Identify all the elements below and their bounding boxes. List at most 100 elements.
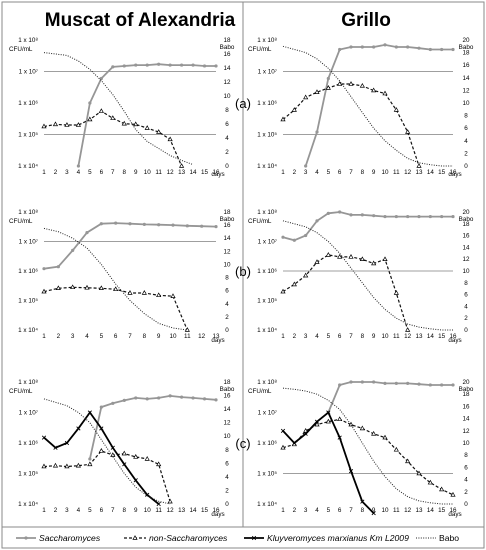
- x-tick-label: 12: [404, 169, 412, 176]
- left-tick-label: 1 x 10⁸: [257, 209, 277, 216]
- data-point: [326, 410, 331, 415]
- data-point: [304, 164, 308, 168]
- data-point: [75, 122, 81, 127]
- left-tick-label: 1 x 10⁶: [18, 440, 38, 447]
- data-point: [406, 381, 410, 385]
- data-point: [170, 293, 176, 298]
- x-tick-label: 6: [338, 507, 342, 514]
- data-point: [121, 450, 127, 456]
- x-tick-label: 8: [361, 333, 365, 340]
- right-tick-label: 0: [464, 501, 468, 508]
- data-point: [291, 107, 297, 112]
- data-point: [145, 397, 149, 401]
- panel-letter: (b): [235, 264, 251, 279]
- data-point: [99, 222, 103, 226]
- data-point: [191, 63, 195, 67]
- data-point: [55, 285, 61, 291]
- series-line: [282, 211, 453, 242]
- data-point: [111, 65, 115, 69]
- x-tick-label: 15: [438, 169, 446, 176]
- left-axis-unit: CFU/mL: [248, 46, 272, 53]
- data-point: [405, 129, 411, 134]
- data-point: [440, 383, 444, 387]
- data-point: [64, 463, 70, 469]
- x-tick-label: 2: [57, 333, 61, 340]
- data-point: [113, 286, 119, 292]
- data-point: [406, 45, 410, 49]
- x-tick-label: 12: [404, 507, 412, 514]
- right-tick-label: 4: [225, 301, 229, 308]
- data-point: [372, 45, 376, 49]
- right-tick-label: 16: [223, 393, 231, 400]
- data-point: [337, 81, 343, 86]
- x-tick-label: 12: [167, 169, 175, 176]
- data-point: [291, 281, 297, 287]
- right-tick-label: 18: [223, 379, 231, 386]
- data-point: [111, 401, 115, 405]
- right-axis-unit: Babo: [220, 386, 235, 393]
- data-point: [200, 224, 204, 228]
- data-point: [348, 468, 354, 474]
- data-point: [337, 254, 343, 259]
- left-tick-label: 1 x 10⁷: [19, 239, 39, 246]
- data-point: [417, 382, 421, 386]
- series-line: [43, 227, 188, 331]
- legend-item-saccharomyces: Saccharomyces: [16, 533, 101, 543]
- x-tick-label: 4: [85, 333, 89, 340]
- data-point: [325, 85, 331, 90]
- data-point: [451, 47, 455, 52]
- data-point: [85, 231, 89, 235]
- data-point: [349, 213, 353, 217]
- data-point: [280, 444, 286, 450]
- left-tick-label: 1 x 10⁴: [18, 327, 38, 334]
- data-point: [128, 222, 132, 226]
- right-tick-label: 10: [223, 261, 231, 268]
- data-point: [416, 470, 422, 476]
- x-tick-label: 10: [144, 169, 152, 176]
- x-tick-label: 16: [449, 333, 457, 340]
- data-point: [359, 256, 365, 262]
- series-babo: [43, 52, 194, 166]
- left-tick-label: 1 x 10⁵: [257, 132, 277, 139]
- x-tick-label: 14: [427, 507, 435, 514]
- data-point: [185, 224, 189, 228]
- x-tick-label: 15: [438, 333, 446, 340]
- x-tick-label: 7: [349, 333, 353, 340]
- legend-item-kluyvero: Kluyveromyces marxianus Km L2009: [244, 533, 409, 543]
- series-line: [282, 45, 453, 167]
- data-point: [98, 108, 104, 113]
- series-line: [327, 381, 453, 413]
- data-point: [121, 120, 127, 126]
- left-tick-label: 1 x 10⁴: [257, 327, 277, 334]
- x-tick-label: 4: [315, 169, 319, 176]
- data-point: [303, 431, 308, 436]
- x-tick-label: 9: [134, 507, 138, 514]
- left-tick-label: 1 x 10⁵: [18, 471, 38, 478]
- right-tick-label: 12: [223, 248, 231, 255]
- data-point: [417, 214, 421, 219]
- data-point: [382, 90, 388, 96]
- right-tick-label: 4: [464, 477, 468, 484]
- data-point: [315, 130, 319, 134]
- right-tick-label: 18: [223, 37, 231, 44]
- legend: Saccharomyces non-Saccharomyces Kluyveromy…: [16, 533, 459, 543]
- right-tick-label: 12: [462, 87, 470, 94]
- x-tick-label: 8: [123, 169, 127, 176]
- x-tick-label: 13: [212, 333, 220, 340]
- data-point: [360, 45, 364, 49]
- x-tick-label: 5: [327, 333, 331, 340]
- data-point: [76, 426, 81, 431]
- right-tick-label: 4: [464, 138, 468, 145]
- right-tick-label: 16: [462, 62, 470, 69]
- data-point: [180, 395, 184, 399]
- data-point: [133, 478, 138, 483]
- series-kluyveromyces-marxianus-km-l-: [280, 410, 376, 516]
- data-point: [41, 288, 47, 294]
- data-point: [52, 462, 59, 468]
- data-point: [75, 462, 81, 468]
- left-tick-label: 1 x 10⁸: [257, 379, 277, 386]
- x-tick-label: 5: [88, 169, 92, 176]
- series-kluyveromyces-marxianus-km-l-: [41, 410, 161, 507]
- x-tick-label: 11: [155, 169, 162, 176]
- left-tick-label: 1 x 10⁵: [18, 132, 38, 139]
